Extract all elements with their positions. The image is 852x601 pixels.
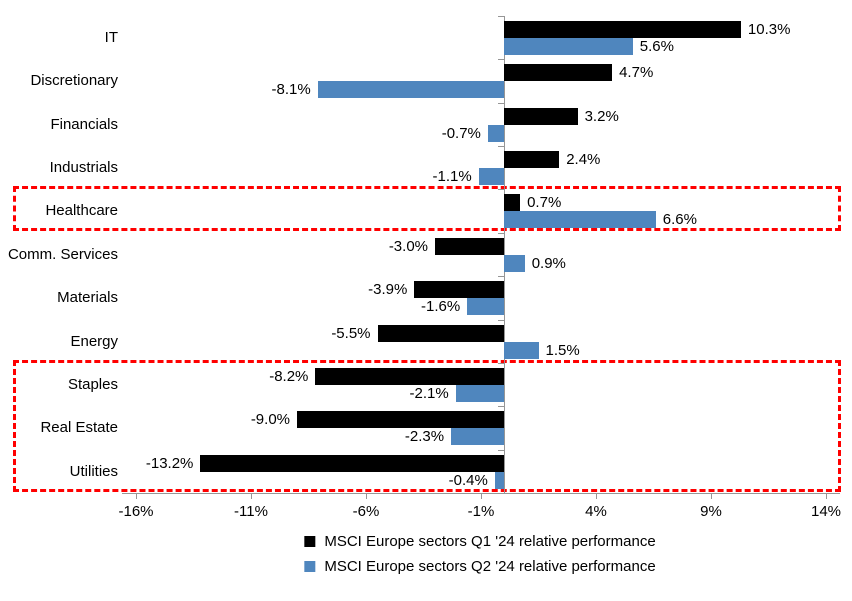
bar-q2 [504,211,656,229]
value-label: -2.1% [409,384,449,402]
legend-swatch-q2-icon [304,561,316,572]
highlight-box [13,359,841,492]
value-label: -0.4% [448,471,488,489]
x-axis-tick [251,492,252,499]
bar-q1 [315,367,504,385]
value-label: 2.4% [566,151,601,169]
bar-q1 [504,194,521,212]
category-label: Staples [67,375,118,393]
bar-q2 [504,38,633,55]
bar-q1 [504,21,741,38]
value-label: 10.3% [747,21,791,38]
value-label: 5.6% [639,38,674,55]
bar-q1 [435,237,504,255]
x-axis-tick [366,492,367,499]
x-axis-tick [826,492,827,499]
legend: MSCI Europe sectors Q1 '24 relative perf… [304,533,656,575]
y-axis-tick [498,103,504,104]
value-label: 3.2% [584,107,619,125]
x-axis-tick-label: 9% [700,502,722,520]
y-axis-tick [498,189,504,190]
category-label: Industrials [49,159,118,177]
value-label: 0.9% [531,254,566,272]
value-label: 0.7% [527,194,562,212]
value-label: -9.0% [250,411,290,429]
category-label: Discretionary [30,72,118,90]
y-axis-tick [498,59,504,60]
value-label: -3.9% [368,281,408,299]
x-axis-tick [481,492,482,499]
category-label: Comm. Services [7,245,118,263]
x-axis-tick-label: -11% [234,502,268,520]
value-label: -8.1% [271,81,311,99]
value-label: 4.7% [619,64,654,82]
y-axis-tick [498,493,504,494]
x-axis-tick-label: -6% [352,502,380,520]
y-axis-tick [498,276,504,277]
value-label: -0.7% [441,124,481,142]
x-axis-tick-label: -16% [118,502,154,520]
bar-q2 [487,124,504,142]
x-axis-tick-label: -1% [467,502,495,520]
bar-q2 [317,81,504,99]
value-label: -1.1% [432,168,472,186]
value-label: -5.5% [331,324,371,342]
x-axis-tick-label: 14% [810,502,842,520]
y-axis-tick [498,16,504,17]
value-label: 6.6% [662,211,697,229]
value-label: -13.2% [145,454,194,472]
bar-q2 [504,254,525,272]
y-axis-tick [498,233,504,234]
highlight-box [13,186,841,231]
legend-item-q1: MSCI Europe sectors Q1 '24 relative perf… [304,533,656,550]
value-label: -2.3% [404,428,445,446]
category-label: Real Estate [40,419,118,437]
bar-q1 [504,64,613,82]
value-label: -3.0% [388,237,428,255]
category-label: IT [104,29,118,46]
category-label: Financials [50,115,118,133]
bar-q2 [467,298,504,316]
bar-q2 [455,384,504,402]
x-axis-tick [711,492,712,499]
x-axis-tick-label: 4% [585,502,607,520]
category-label: Energy [70,332,118,350]
bar-q2 [478,168,504,186]
bar-q1 [200,454,504,472]
category-label: Utilities [69,462,118,480]
bar-q1 [504,151,560,169]
y-axis-tick [498,363,504,364]
value-label: -1.6% [421,298,461,316]
bar-q1 [504,107,578,125]
bar-q1 [414,281,504,299]
x-axis-tick [136,492,137,499]
bar-q2 [494,471,504,489]
legend-item-q2: MSCI Europe sectors Q2 '24 relative perf… [304,558,656,575]
value-label: 1.5% [545,341,580,359]
x-axis-tick [596,492,597,499]
y-axis-tick [498,450,504,451]
y-axis-tick [498,146,504,147]
bar-q2 [451,428,504,446]
category-label: Healthcare [45,202,118,220]
y-axis-line [504,16,505,493]
value-label: -8.2% [269,367,309,385]
category-label: Materials [57,289,118,307]
legend-label-q1: MSCI Europe sectors Q1 '24 relative perf… [324,533,656,550]
bar-q1 [377,324,504,342]
legend-swatch-q1-icon [304,536,316,547]
y-axis-tick [498,406,504,407]
y-axis-tick [498,320,504,321]
bar-q1 [297,411,504,429]
bar-q2 [504,341,539,359]
legend-label-q2: MSCI Europe sectors Q2 '24 relative perf… [324,558,656,575]
